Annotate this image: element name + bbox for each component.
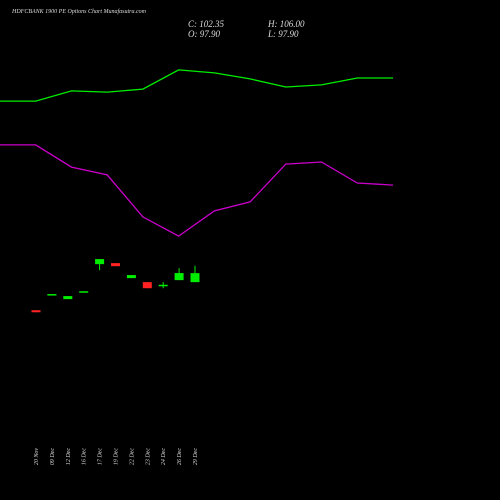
candle-body — [111, 263, 120, 267]
candle-body — [63, 296, 73, 300]
chart-title: HDFCBANK 1900 PE Options Chart Munafasut… — [11, 8, 147, 15]
candle-body — [47, 294, 57, 296]
x-tick-label: 09 Dec — [50, 448, 56, 465]
x-tick-label: 29 Dec — [193, 448, 199, 465]
open-label: O: 97.90 — [188, 29, 220, 39]
x-tick-label: 24 Dec — [160, 448, 167, 465]
x-tick-label: 20 Nov — [34, 448, 40, 466]
candle-body — [126, 275, 136, 279]
candle-body — [142, 282, 152, 289]
x-tick-label: 22 Dec — [129, 448, 135, 465]
candle-body — [95, 259, 105, 265]
x-tick-label: 19 Dec — [114, 448, 120, 465]
x-tick-label: 26 Dec — [177, 448, 183, 465]
x-tick-label: 17 Dec — [98, 448, 104, 465]
high-label: H: 106.00 — [267, 19, 305, 29]
candle-body — [79, 291, 89, 293]
x-tick-label: 12 Dec — [66, 448, 72, 465]
indicator-line — [0, 144, 394, 237]
candle-body — [174, 273, 184, 281]
low-label: L: 97.90 — [267, 29, 299, 39]
candle-body — [158, 284, 168, 287]
x-tick-label: 23 Dec — [145, 448, 151, 465]
candle-body — [31, 310, 41, 313]
indicator-line — [0, 69, 393, 102]
candle-body — [190, 273, 200, 283]
close-label: C: 102.35 — [188, 19, 225, 29]
x-tick-label: 16 Dec — [82, 448, 88, 465]
